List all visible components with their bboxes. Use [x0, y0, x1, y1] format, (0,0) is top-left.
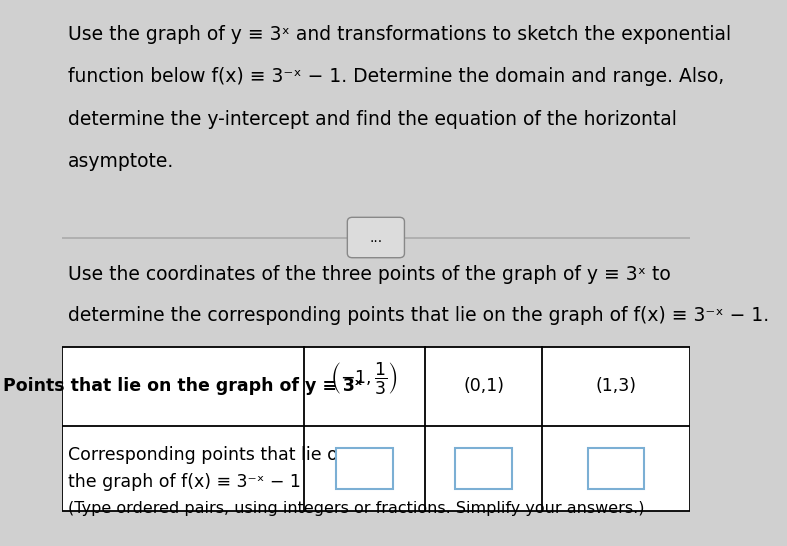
Text: (0,1): (0,1) — [463, 377, 504, 395]
Text: determine the corresponding points that lie on the graph of f(x) ≡ 3⁻ˣ − 1.: determine the corresponding points that … — [68, 306, 770, 325]
Text: Use the graph of y ≡ 3ˣ and transformations to sketch the exponential: Use the graph of y ≡ 3ˣ and transformati… — [68, 25, 731, 44]
Text: $\left(-1,\dfrac{1}{3}\right)$: $\left(-1,\dfrac{1}{3}\right)$ — [331, 360, 398, 396]
Text: ...: ... — [369, 230, 382, 245]
Bar — [336, 448, 393, 489]
Text: determine the y-intercept and find the equation of the horizontal: determine the y-intercept and find the e… — [68, 110, 678, 129]
Text: asymptote.: asymptote. — [68, 152, 175, 171]
Bar — [588, 448, 645, 489]
Text: (1,3): (1,3) — [596, 377, 637, 395]
Text: Use the coordinates of the three points of the graph of y ≡ 3ˣ to: Use the coordinates of the three points … — [68, 265, 671, 284]
Bar — [62, 347, 689, 511]
Bar — [456, 448, 512, 489]
Text: Corresponding points that lie on: Corresponding points that lie on — [68, 446, 349, 464]
Text: function below f(x) ≡ 3⁻ˣ − 1. Determine the domain and range. Also,: function below f(x) ≡ 3⁻ˣ − 1. Determine… — [68, 67, 725, 86]
Text: Points that lie on the graph of y ≡ 3ˣ: Points that lie on the graph of y ≡ 3ˣ — [3, 377, 362, 395]
Text: (Type ordered pairs, using integers or fractions. Simplify your answers.): (Type ordered pairs, using integers or f… — [68, 501, 645, 516]
FancyBboxPatch shape — [347, 217, 405, 258]
Text: the graph of f(x) ≡ 3⁻ˣ − 1: the graph of f(x) ≡ 3⁻ˣ − 1 — [68, 473, 301, 491]
